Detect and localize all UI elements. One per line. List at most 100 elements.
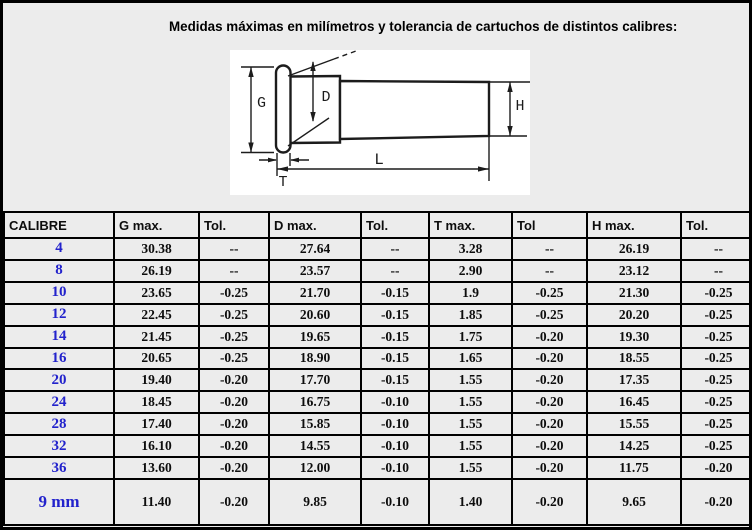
value-cell: --	[511, 258, 588, 283]
value-cell: -0.25	[680, 412, 749, 437]
value-cell: 18.45	[113, 390, 200, 415]
value-cell: 1.55	[428, 368, 513, 393]
value-cell: -0.25	[680, 434, 749, 459]
value-cell: 17.40	[113, 412, 200, 437]
diagram-label-t: T	[278, 174, 287, 191]
value-cell: --	[198, 258, 270, 283]
value-cell: --	[360, 258, 430, 283]
value-cell: 21.45	[113, 324, 200, 349]
value-cell: -0.20	[198, 412, 270, 437]
value-cell: 1.55	[428, 390, 513, 415]
calibre-cell: 4	[3, 237, 115, 261]
calibre-cell: 32	[3, 434, 115, 459]
value-cell: --	[680, 237, 749, 261]
value-cell: -0.20	[680, 478, 749, 526]
table-row: 32 16.10 -0.20 14.55 -0.10 1.55 -0.20 14.25 -0.2…	[3, 434, 749, 459]
value-cell: 17.70	[268, 368, 362, 393]
column-header: Tol	[511, 211, 588, 239]
calibre-cell: 12	[3, 302, 115, 327]
value-cell: -0.20	[198, 456, 270, 480]
calibre-cell: 16	[3, 346, 115, 371]
value-cell: -0.10	[360, 456, 430, 480]
calibre-cell: 36	[3, 456, 115, 480]
calibre-cell: 9 mm	[3, 478, 115, 526]
value-cell: -0.25	[680, 324, 749, 349]
header-row: CALIBRE G max. Tol. D max. Tol. T max. Tol H ma…	[3, 211, 749, 239]
value-cell: -0.25	[198, 302, 270, 327]
column-header: T max.	[428, 211, 513, 239]
value-cell: 2.90	[428, 258, 513, 283]
value-cell: 23.57	[268, 258, 362, 283]
value-cell: -0.20	[198, 478, 270, 526]
value-cell: 22.45	[113, 302, 200, 327]
column-header: Tol.	[198, 211, 270, 239]
value-cell: 14.25	[586, 434, 682, 459]
cartridge-rim-outline	[274, 64, 292, 154]
value-cell: -0.25	[198, 324, 270, 349]
value-cell: 1.55	[428, 434, 513, 459]
value-cell: 1.85	[428, 302, 513, 327]
value-cell: 1.9	[428, 280, 513, 305]
table-body: CALIBRE G max. Tol. D max. Tol. T max. Tol H ma…	[3, 211, 749, 526]
value-cell: -0.10	[360, 434, 430, 459]
table-row: 8 26.19 -- 23.57 -- 2.90 -- 23.12 --	[3, 258, 749, 283]
value-cell: 13.60	[113, 456, 200, 480]
value-cell: -0.20	[680, 456, 749, 480]
calibre-cell: 10	[3, 280, 115, 305]
value-cell: 1.75	[428, 324, 513, 349]
value-cell: -0.20	[511, 390, 588, 415]
table-row: 36 13.60 -0.20 12.00 -0.10 1.55 -0.20 11.75 -0.2…	[3, 456, 749, 480]
value-cell: -0.20	[511, 324, 588, 349]
value-cell: -0.20	[511, 346, 588, 371]
table-row: 20 19.40 -0.20 17.70 -0.15 1.55 -0.20 17.35 -0.2…	[3, 368, 749, 393]
value-cell: 12.00	[268, 456, 362, 480]
value-cell: 16.75	[268, 390, 362, 415]
column-header: G max.	[113, 211, 200, 239]
value-cell: 21.70	[268, 280, 362, 305]
table-row: 24 18.45 -0.20 16.75 -0.10 1.55 -0.20 16.45 -0.2…	[3, 390, 749, 415]
value-cell: 15.85	[268, 412, 362, 437]
value-cell: -0.25	[680, 302, 749, 327]
table-row: 10 23.65 -0.25 21.70 -0.15 1.9 -0.25 21.30 -0.25	[3, 280, 749, 305]
value-cell: 1.40	[428, 478, 513, 526]
value-cell: -0.10	[360, 478, 430, 526]
value-cell: 26.19	[113, 258, 200, 283]
value-cell: 1.55	[428, 456, 513, 480]
table-row: 4 30.38 -- 27.64 -- 3.28 -- 26.19 --	[3, 237, 749, 261]
value-cell: -0.25	[680, 390, 749, 415]
value-cell: 9.85	[268, 478, 362, 526]
value-cell: -0.25	[680, 346, 749, 371]
value-cell: 27.64	[268, 237, 362, 261]
value-cell: -0.15	[360, 280, 430, 305]
table-row: 28 17.40 -0.20 15.85 -0.10 1.55 -0.20 15.55 -0.2…	[3, 412, 749, 437]
value-cell: -0.25	[680, 368, 749, 393]
value-cell: 18.90	[268, 346, 362, 371]
value-cell: -0.10	[360, 412, 430, 437]
column-header: Tol.	[680, 211, 749, 239]
value-cell: -0.20	[511, 434, 588, 459]
value-cell: -0.20	[198, 390, 270, 415]
value-cell: -0.20	[198, 368, 270, 393]
diagram-label-h: H	[515, 98, 524, 115]
value-cell: -0.10	[360, 390, 430, 415]
value-cell: 9.65	[586, 478, 682, 526]
value-cell: 20.65	[113, 346, 200, 371]
value-cell: 1.65	[428, 346, 513, 371]
value-cell: -0.20	[198, 434, 270, 459]
value-cell: -0.25	[680, 280, 749, 305]
value-cell: -0.25	[511, 302, 588, 327]
value-cell: -0.20	[511, 478, 588, 526]
value-cell: -0.25	[198, 346, 270, 371]
value-cell: 11.40	[113, 478, 200, 526]
value-cell: 1.55	[428, 412, 513, 437]
value-cell: 17.35	[586, 368, 682, 393]
value-cell: 23.12	[586, 258, 682, 283]
value-cell: 11.75	[586, 456, 682, 480]
calibres-table: CALIBRE G max. Tol. D max. Tol. T max. Tol H ma…	[3, 211, 749, 526]
diagram-label-l: L	[374, 151, 384, 169]
value-cell: 20.60	[268, 302, 362, 327]
value-cell: --	[360, 237, 430, 261]
cartridge-base-outline	[288, 74, 342, 145]
table-row: 16 20.65 -0.25 18.90 -0.15 1.65 -0.20 18.55 -0.2…	[3, 346, 749, 371]
